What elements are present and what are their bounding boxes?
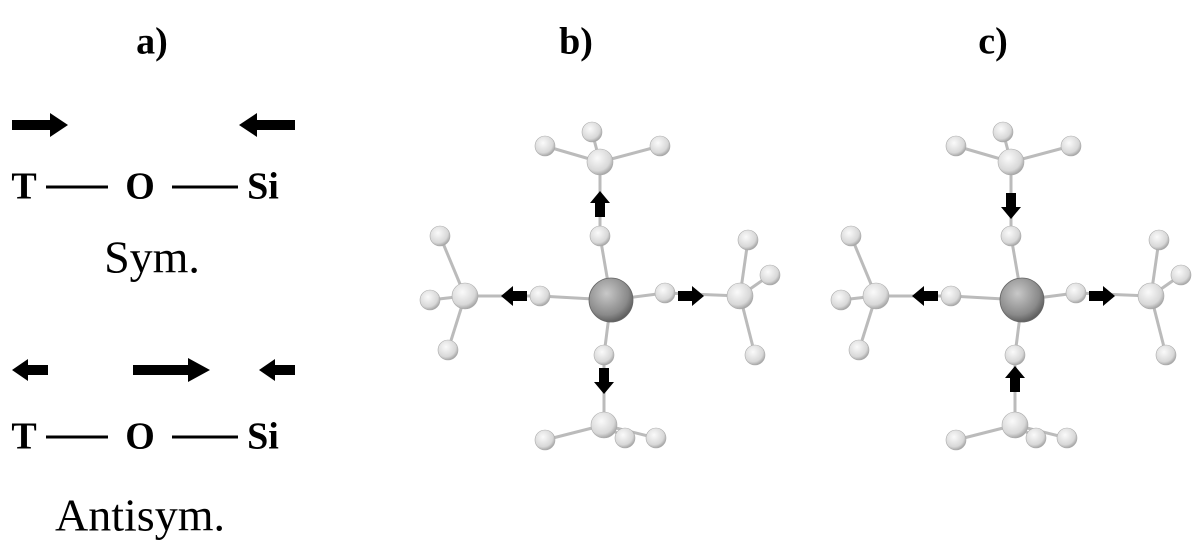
atom: [1002, 412, 1028, 438]
atom: [1171, 265, 1191, 285]
atom: [420, 290, 440, 310]
atom: [655, 283, 675, 303]
arrow: [1001, 193, 1021, 219]
atom: Si: [247, 416, 279, 458]
molecule: [420, 122, 780, 450]
atom: [530, 286, 550, 306]
atom: [1149, 230, 1169, 250]
symmetric-mode: T O Si Sym.: [11, 113, 295, 283]
atom: T: [11, 416, 36, 458]
arrow: [1005, 366, 1025, 392]
atom: [594, 345, 614, 365]
panel-label: c): [978, 21, 1008, 63]
panel-label: b): [559, 21, 593, 63]
atom: [587, 149, 613, 175]
atom: [738, 230, 758, 250]
atom: [1061, 136, 1081, 156]
atom: [452, 283, 478, 309]
atom: [941, 286, 961, 306]
atom: O: [125, 416, 155, 458]
central-atom: [1000, 278, 1044, 322]
atom: [615, 428, 635, 448]
caption: Antisym.: [55, 490, 225, 541]
arrow: [594, 368, 614, 394]
atom: [1001, 226, 1021, 246]
arrow: [259, 359, 295, 381]
arrow: [501, 286, 527, 306]
atom: [582, 122, 602, 142]
panel-label: a): [136, 21, 168, 63]
arrow: [12, 113, 68, 137]
atom: T: [11, 166, 36, 208]
atom: O: [125, 166, 155, 208]
atom: [1026, 428, 1046, 448]
arrow: [678, 286, 704, 306]
atom: [591, 412, 617, 438]
atoms: [420, 122, 780, 450]
atom: [946, 136, 966, 156]
atom: [1138, 283, 1164, 309]
arrow: [590, 191, 610, 217]
figure: a) b) c) T O Si Sym. T O Si Antisym.: [0, 0, 1193, 554]
atom: [727, 283, 753, 309]
atom: [849, 340, 869, 360]
atom: [745, 345, 765, 365]
atom: Si: [247, 166, 279, 208]
atom: [863, 283, 889, 309]
atom: [438, 340, 458, 360]
atom: [535, 136, 555, 156]
atom: [650, 136, 670, 156]
atom: [760, 265, 780, 285]
arrow: [133, 358, 210, 382]
arrow: [912, 286, 938, 306]
atom: [831, 290, 851, 310]
central-atom: [589, 278, 633, 322]
caption: Sym.: [104, 232, 200, 283]
atom: [1057, 428, 1077, 448]
molecule: [831, 122, 1191, 450]
atom: [430, 226, 450, 246]
atoms: [831, 122, 1191, 450]
atom: [646, 428, 666, 448]
atom: [590, 226, 610, 246]
atom: [535, 430, 555, 450]
atom: [841, 226, 861, 246]
arrow: [1089, 286, 1115, 306]
atom: [998, 149, 1024, 175]
atom: [1066, 283, 1086, 303]
atom: [1156, 345, 1176, 365]
atom: [1005, 345, 1025, 365]
antisymmetric-mode: T O Si Antisym.: [11, 358, 295, 541]
atom: [946, 430, 966, 450]
arrow: [239, 113, 295, 137]
arrow: [12, 359, 48, 381]
atom: [993, 122, 1013, 142]
